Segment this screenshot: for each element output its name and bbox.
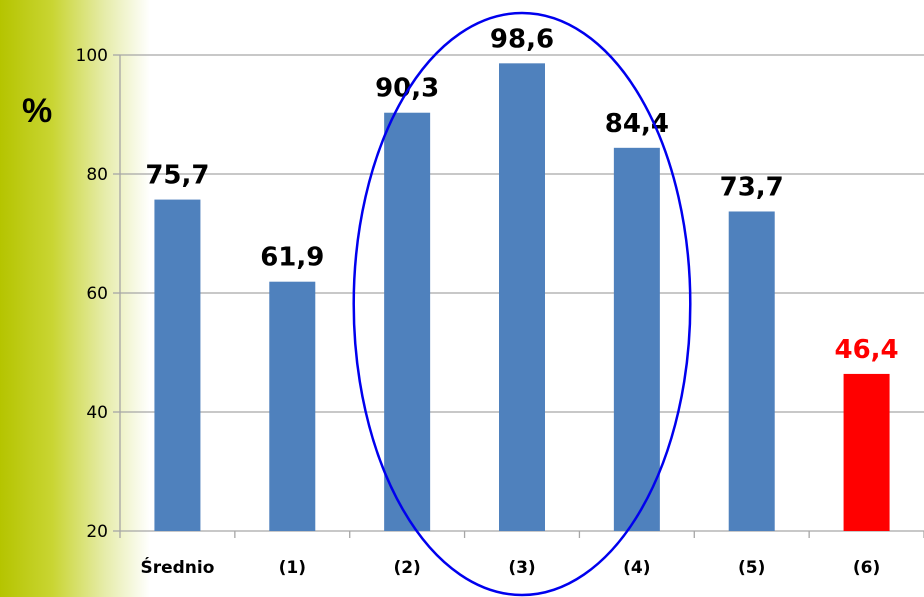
y-tick-label: 80 [86, 165, 108, 185]
y-tick-label: 20 [86, 522, 108, 542]
y-tick-label: 40 [86, 403, 108, 423]
category-label: (6) [853, 558, 880, 578]
annotation [352, 11, 692, 597]
bar [613, 147, 660, 531]
bar [499, 63, 545, 531]
data-label: 73,7 [720, 172, 784, 202]
bar [154, 199, 201, 531]
annotation-ellipse [352, 11, 692, 597]
bar [269, 281, 316, 531]
y-tick-labels: 20 40 60 80 100 [76, 46, 108, 542]
category-label: Średnio [140, 556, 214, 578]
data-label: 61,9 [260, 243, 324, 273]
data-label: 75,7 [145, 161, 209, 191]
category-label: (1) [279, 558, 306, 578]
bar [384, 112, 431, 531]
bars [154, 63, 890, 532]
data-labels: 75,761,990,398,684,473,746,4 [145, 24, 898, 365]
category-labels: Średnio (1) (2) (3) (4) (5) (6) [140, 556, 880, 578]
data-label: 98,6 [490, 24, 554, 54]
category-label: (3) [508, 558, 535, 578]
data-label: 90,3 [375, 74, 439, 104]
category-label: (5) [738, 558, 765, 578]
category-label: (4) [623, 558, 650, 578]
data-label: 46,4 [834, 335, 898, 365]
bar [728, 211, 775, 532]
category-label: (2) [393, 558, 420, 578]
bar [843, 373, 890, 531]
y-tick-label: 100 [76, 46, 108, 66]
y-axis-label: % [22, 92, 52, 130]
decorative-left-band [0, 0, 150, 597]
y-tick-label: 60 [86, 284, 108, 304]
